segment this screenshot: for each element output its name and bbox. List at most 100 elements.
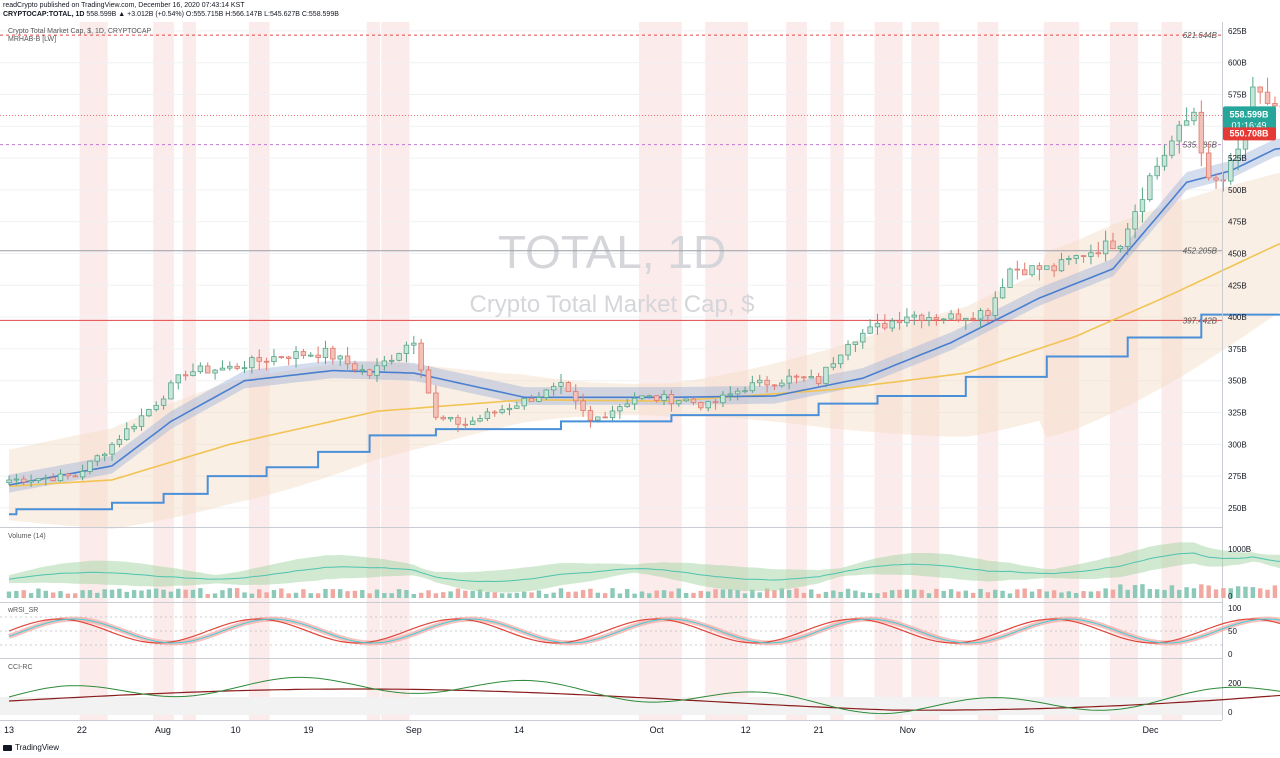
candle-body [1095, 252, 1101, 255]
cci-zero-zone [0, 697, 1222, 715]
highlight-zone-14 [1110, 22, 1139, 720]
volume-bar [1051, 590, 1057, 598]
candle-body [955, 313, 962, 321]
volume-bar [286, 593, 291, 598]
time-axis-label: 21 [814, 725, 824, 735]
time-axis-label: Nov [900, 725, 917, 735]
candle-body [506, 407, 513, 411]
tradingview-logo[interactable]: TradingView [3, 743, 59, 752]
candle-body [867, 326, 873, 334]
candle-body [712, 401, 719, 404]
price-axis[interactable]: 625B600B575B550B525B500B475B450B425B400B… [1228, 27, 1247, 513]
volume-bar [154, 588, 159, 598]
symbol-ohlc-line: CRYPTOCAP:TOTAL, 1D 558.599B ▲ +3.012B (… [3, 11, 339, 19]
price-axis-label: 625B [1228, 27, 1247, 36]
candle-body [168, 382, 174, 400]
volume-band [9, 542, 1280, 593]
volume-bar [647, 593, 652, 598]
candle-body [874, 323, 881, 328]
candle-body [146, 409, 152, 417]
price-axis-label: 500B [1228, 186, 1247, 195]
candle-body [963, 317, 969, 321]
candle-body [101, 453, 108, 457]
low-price-value: 550.708B [1229, 128, 1269, 138]
candle-body [477, 418, 483, 422]
volume-bar [338, 589, 343, 598]
volume-bar [867, 593, 873, 598]
volume-bar [860, 592, 865, 598]
volume-bar [28, 593, 34, 598]
candle-body [197, 365, 204, 373]
volume-bar [625, 589, 630, 598]
rsi-signal [8, 618, 1280, 644]
candle-body [1066, 258, 1072, 261]
highlight-zone-11 [911, 22, 940, 720]
time-axis[interactable]: 1322Aug1019Sep14Oct1221Nov16Dec1423 [4, 725, 1280, 735]
candle-body [683, 398, 689, 402]
price-axis-label: 400B [1228, 313, 1247, 322]
volume-bar [1110, 589, 1116, 598]
volume-bar [602, 593, 608, 598]
candle-body [227, 365, 233, 369]
cci-tick-zero: 0 [1228, 708, 1233, 717]
volume-bar [50, 592, 56, 598]
volume-bar [801, 592, 807, 598]
volume-bar [993, 589, 998, 598]
candle-body [837, 354, 844, 365]
candle-body [175, 374, 181, 384]
volume-bar [1154, 589, 1160, 598]
candle-body [212, 369, 218, 374]
candle-body [896, 320, 903, 324]
price-axis-label: 575B [1228, 91, 1247, 100]
volume-bar [1103, 588, 1108, 598]
time-axis-label: 14 [514, 725, 524, 735]
candle-body [889, 320, 895, 329]
candle-body [514, 405, 520, 409]
cci-label: CCI-RC [8, 664, 33, 671]
candle-body [911, 314, 917, 318]
candle-body [1117, 245, 1124, 250]
candle-body [904, 316, 910, 324]
volume-bar [691, 592, 696, 598]
volume-bar [639, 591, 645, 598]
price-axis-label: 325B [1228, 409, 1247, 418]
candle-body [1058, 259, 1065, 272]
volume-bar [249, 593, 255, 598]
candle-body [1132, 211, 1138, 230]
candle-body [1147, 175, 1153, 201]
candle-body [1191, 111, 1197, 122]
volume-bar [750, 589, 755, 598]
volume-bar [234, 588, 240, 598]
candle-body [492, 411, 498, 414]
volume-bar [73, 593, 78, 598]
volume-bar [264, 592, 269, 598]
legend-study: MRHAB-B [LW] [8, 36, 56, 43]
candle-body [720, 394, 726, 404]
volume-bar [14, 590, 19, 598]
highlight-zone-6 [638, 22, 682, 720]
rsi-pane [0, 616, 1280, 646]
volume-bar [1265, 589, 1270, 598]
candle-body [1235, 148, 1241, 161]
volume-bar [831, 590, 836, 598]
candle-body [690, 398, 697, 403]
volume-bar [492, 592, 497, 598]
highlight-zone-2 [182, 22, 196, 720]
volume-bar [87, 590, 93, 598]
candle-body [1021, 269, 1028, 276]
candle-body [308, 354, 314, 357]
publisher-line: readCrypto published on TradingView.com,… [3, 2, 245, 9]
price-axis-label: 250B [1228, 504, 1247, 513]
symbol-label: CRYPTOCAP:TOTAL, 1D [3, 11, 85, 18]
volume-bar [139, 590, 144, 598]
volume-bar [242, 592, 247, 598]
candle-body [852, 341, 859, 345]
volume-bar [573, 591, 578, 598]
candle-body [138, 415, 145, 427]
candle-body [779, 382, 785, 387]
candle-body [50, 477, 56, 482]
volume-bar [1066, 591, 1072, 598]
volume-bar [367, 593, 372, 598]
candle-body [418, 342, 424, 371]
